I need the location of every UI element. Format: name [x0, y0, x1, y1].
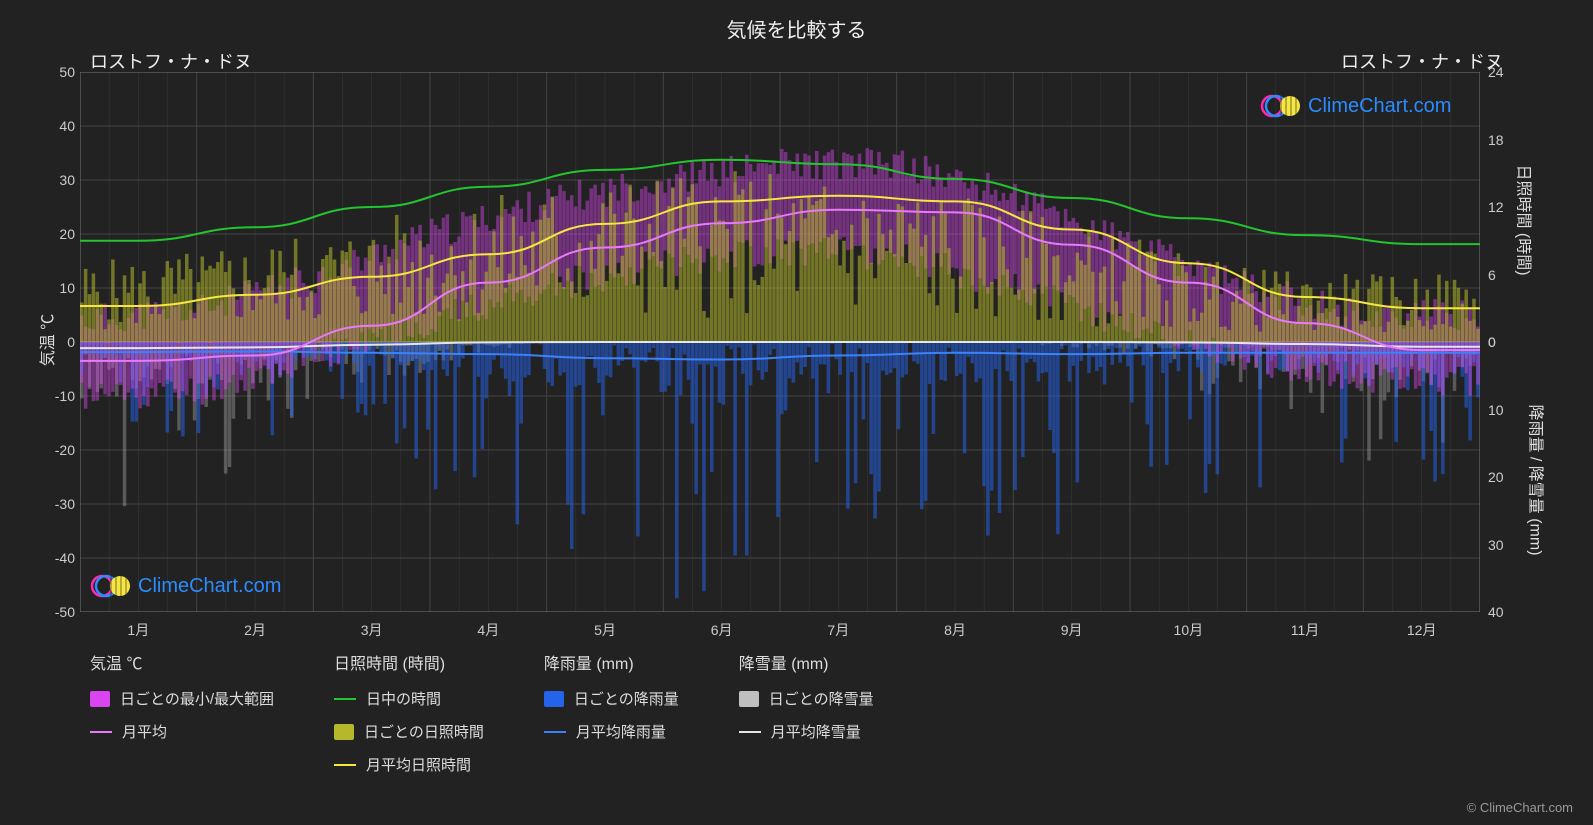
ytick-left: -20 [35, 442, 75, 458]
ytick-left: -30 [35, 496, 75, 512]
chart-subtitle-right: ロストフ・ナ・ドヌ [1341, 48, 1503, 74]
legend-item: 月平均 [90, 721, 274, 742]
ytick-right-mm: 0 [1488, 334, 1496, 350]
legend-group: 降雨量 (mm) 日ごとの降雨量月平均降雨量 [544, 650, 679, 775]
xtick-month: 3月 [361, 620, 383, 640]
legend-label: 月平均日照時間 [366, 754, 471, 775]
legend-label: 月平均 [122, 721, 167, 742]
legend-line-swatch [544, 731, 566, 733]
xtick-month: 12月 [1407, 620, 1437, 640]
chart-container: 気候を比較する ロストフ・ナ・ドヌ ロストフ・ナ・ドヌ 気温 ℃ 日照時間 (時… [0, 0, 1593, 825]
legend-group: 気温 ℃ 日ごとの最小/最大範囲月平均 [90, 650, 274, 775]
legend-label: 日中の時間 [366, 688, 441, 709]
legend-line-swatch [334, 698, 356, 700]
legend-line-swatch [334, 764, 356, 766]
legend-header: 日照時間 (時間) [334, 650, 484, 674]
legend: 気温 ℃ 日ごとの最小/最大範囲月平均 日照時間 (時間) 日中の時間日ごとの日照時間… [90, 650, 1533, 775]
legend-block-swatch [334, 724, 354, 740]
xtick-month: 2月 [244, 620, 266, 640]
legend-label: 日ごとの降雨量 [574, 688, 679, 709]
logo-text: ClimeChart.com [1308, 95, 1451, 118]
legend-label: 日ごとの日照時間 [364, 721, 484, 742]
ytick-left: 0 [35, 334, 75, 350]
ytick-right-mm: 20 [1488, 469, 1504, 485]
ytick-right-mm: 40 [1488, 604, 1504, 620]
legend-group: 降雪量 (mm) 日ごとの降雪量月平均降雪量 [739, 650, 874, 775]
climechart-logo: ClimeChart.com [90, 570, 281, 602]
xtick-month: 5月 [594, 620, 616, 640]
xtick-month: 11月 [1291, 620, 1320, 640]
legend-block-swatch [544, 691, 564, 707]
ytick-right-mm: 30 [1488, 537, 1504, 553]
ytick-right-mm: 10 [1488, 402, 1504, 418]
legend-line-swatch [739, 731, 761, 733]
copyright-text: © ClimeChart.com [1467, 800, 1573, 815]
legend-block-swatch [739, 691, 759, 707]
legend-label: 月平均降雨量 [576, 721, 666, 742]
ytick-left: -10 [35, 388, 75, 404]
legend-item: 日ごとの最小/最大範囲 [90, 688, 274, 709]
legend-item: 月平均降雨量 [544, 721, 679, 742]
legend-line-swatch [90, 731, 112, 733]
plot-area [80, 72, 1480, 612]
logo-text: ClimeChart.com [138, 575, 281, 598]
ytick-left: 20 [35, 226, 75, 242]
legend-item: 日中の時間 [334, 688, 484, 709]
xtick-month: 6月 [711, 620, 733, 640]
legend-item: 日ごとの降雨量 [544, 688, 679, 709]
legend-label: 日ごとの降雪量 [769, 688, 874, 709]
y-axis-right-top-label: 日照時間 (時間) [1513, 164, 1537, 275]
ytick-right-hours: 24 [1488, 64, 1504, 80]
y-axis-right-bottom-label: 降雨量 / 降雪量 (mm) [1525, 404, 1549, 555]
climechart-logo: ClimeChart.com [1260, 90, 1451, 122]
xtick-month: 8月 [944, 620, 966, 640]
ytick-right-hours: 12 [1488, 199, 1504, 215]
ytick-right-hours: 18 [1488, 132, 1504, 148]
chart-title: 気候を比較する [0, 14, 1593, 43]
ytick-left: 10 [35, 280, 75, 296]
legend-item: 月平均降雪量 [739, 721, 874, 742]
legend-item: 月平均日照時間 [334, 754, 484, 775]
legend-block-swatch [90, 691, 110, 707]
xtick-month: 9月 [1061, 620, 1083, 640]
ytick-left: 40 [35, 118, 75, 134]
xtick-month: 10月 [1174, 620, 1204, 640]
legend-label: 日ごとの最小/最大範囲 [120, 688, 274, 709]
chart-subtitle-left: ロストフ・ナ・ドヌ [90, 48, 252, 74]
xtick-month: 7月 [827, 620, 849, 640]
ytick-left: 30 [35, 172, 75, 188]
legend-item: 日ごとの日照時間 [334, 721, 484, 742]
ytick-left: -50 [35, 604, 75, 620]
xtick-month: 1月 [127, 620, 149, 640]
xtick-month: 4月 [477, 620, 499, 640]
ytick-left: -40 [35, 550, 75, 566]
legend-header: 降雪量 (mm) [739, 650, 874, 674]
ytick-left: 50 [35, 64, 75, 80]
legend-group: 日照時間 (時間) 日中の時間日ごとの日照時間月平均日照時間 [334, 650, 484, 775]
legend-item: 日ごとの降雪量 [739, 688, 874, 709]
legend-label: 月平均降雪量 [771, 721, 861, 742]
legend-header: 降雨量 (mm) [544, 650, 679, 674]
legend-header: 気温 ℃ [90, 650, 274, 674]
ytick-right-hours: 6 [1488, 267, 1496, 283]
